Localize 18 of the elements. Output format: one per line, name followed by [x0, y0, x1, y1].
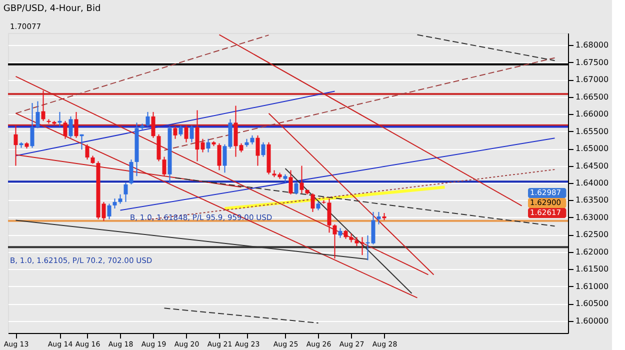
y-tick-label: 1.67000: [576, 75, 609, 84]
y-tick-label: 1.60500: [576, 299, 609, 308]
y-tick-label: 1.67500: [576, 58, 609, 67]
y-tick-label: 1.62000: [576, 247, 609, 256]
y-tick-label: 1.60000: [576, 316, 609, 326]
y-tick-label: 1.65500: [576, 126, 609, 136]
y-tick-label: 1.65000: [576, 144, 609, 154]
chart-title: GBP/USD, 4-Hour, Bid: [3, 4, 101, 14]
y-tick-label: 1.64500: [576, 161, 609, 170]
y-tick-label: 1.61500: [576, 264, 609, 274]
y-tick-label: 1.62500: [576, 230, 609, 240]
y-tick-label: 1.63500: [576, 196, 609, 205]
y-tick-label: 1.66000: [576, 110, 609, 119]
y-tick-label: 1.61000: [576, 282, 609, 291]
y-tick-label: 1.63000: [576, 212, 609, 222]
y-tick-label: 1.64000: [576, 178, 609, 188]
y-tick-label: 1.68000: [576, 40, 609, 50]
y-tick-label: 1.66500: [576, 92, 609, 102]
